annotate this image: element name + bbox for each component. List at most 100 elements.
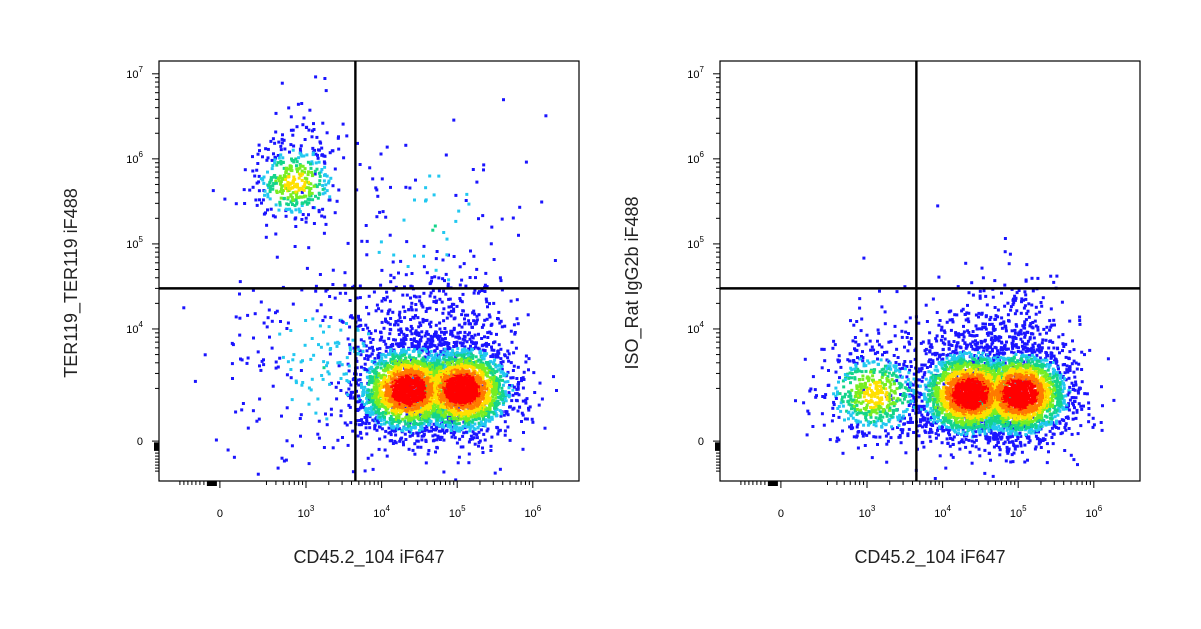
event-dot bbox=[473, 422, 477, 426]
event-dot bbox=[474, 355, 478, 359]
event-dot bbox=[408, 434, 412, 438]
event-dot bbox=[484, 271, 488, 275]
event-dot bbox=[451, 353, 454, 357]
event-dot bbox=[400, 348, 404, 352]
event-dot bbox=[290, 159, 294, 163]
event-dot bbox=[389, 401, 393, 405]
event-dot bbox=[281, 184, 285, 188]
event-dot bbox=[411, 432, 415, 436]
event-dot bbox=[252, 336, 255, 340]
event-dot bbox=[414, 178, 417, 182]
event-dot bbox=[321, 192, 325, 196]
event-dot bbox=[499, 414, 503, 418]
event-dot bbox=[379, 331, 383, 335]
event-dot bbox=[506, 413, 510, 417]
event-dot bbox=[385, 295, 389, 299]
event-dot bbox=[433, 362, 437, 366]
event-dot bbox=[294, 157, 298, 161]
event-dot bbox=[368, 426, 372, 430]
event-dot bbox=[343, 421, 347, 425]
event-dot bbox=[420, 330, 424, 334]
event-dot bbox=[404, 351, 408, 355]
event-dot bbox=[268, 197, 272, 201]
event-dot bbox=[446, 284, 450, 288]
event-dot bbox=[483, 412, 487, 416]
event-dot bbox=[456, 380, 460, 384]
event-dot bbox=[405, 365, 409, 369]
event-dot bbox=[382, 339, 386, 343]
event-dot bbox=[307, 462, 311, 466]
event-dot bbox=[298, 147, 302, 151]
event-dot bbox=[302, 154, 306, 158]
event-dot bbox=[481, 446, 484, 450]
event-dot bbox=[498, 396, 502, 400]
event-dot bbox=[301, 381, 305, 384]
event-dot bbox=[481, 377, 485, 381]
event-dot bbox=[383, 298, 387, 302]
event-dot bbox=[452, 307, 456, 311]
event-dot bbox=[381, 414, 385, 418]
event-dot bbox=[413, 452, 417, 456]
event-dot bbox=[248, 188, 252, 192]
event-dot bbox=[411, 448, 415, 452]
event-dot bbox=[338, 360, 342, 364]
event-dot bbox=[477, 290, 481, 294]
event-dot bbox=[279, 162, 283, 166]
event-dot bbox=[480, 388, 483, 392]
event-dot bbox=[378, 210, 382, 214]
event-dot bbox=[508, 384, 512, 387]
event-dot bbox=[483, 343, 487, 347]
event-dot bbox=[452, 433, 456, 437]
event-dot bbox=[360, 402, 364, 405]
event-dot bbox=[323, 77, 327, 80]
event-dot bbox=[443, 420, 446, 424]
event-dot bbox=[337, 147, 341, 151]
event-dot bbox=[317, 182, 321, 186]
event-dot bbox=[460, 325, 464, 329]
event-dot bbox=[456, 374, 460, 378]
event-dot bbox=[451, 378, 455, 382]
event-dot bbox=[472, 436, 476, 440]
event-dot bbox=[435, 250, 439, 253]
event-dot bbox=[384, 349, 388, 353]
event-dot bbox=[328, 295, 332, 298]
event-dot bbox=[443, 404, 447, 408]
event-dot bbox=[487, 367, 491, 371]
event-dot bbox=[451, 396, 455, 400]
event-dot bbox=[333, 296, 337, 300]
event-dot bbox=[410, 308, 414, 312]
event-dot bbox=[243, 168, 247, 172]
event-dot bbox=[460, 363, 464, 366]
event-dot bbox=[442, 307, 446, 311]
event-dot bbox=[399, 327, 403, 331]
event-dot bbox=[450, 375, 453, 378]
event-dot bbox=[459, 416, 463, 420]
event-dot bbox=[497, 392, 501, 396]
event-dot bbox=[503, 393, 507, 396]
event-dot bbox=[403, 408, 407, 412]
event-dot bbox=[471, 354, 475, 358]
event-dot bbox=[467, 347, 471, 351]
event-dot bbox=[485, 401, 489, 405]
event-dot bbox=[271, 187, 275, 191]
event-dot bbox=[293, 204, 297, 208]
event-dot bbox=[351, 390, 354, 394]
event-dot bbox=[346, 443, 350, 447]
event-dot bbox=[295, 182, 299, 186]
event-dot bbox=[366, 357, 370, 361]
event-dot bbox=[449, 425, 453, 429]
event-dot bbox=[449, 373, 453, 377]
event-dot bbox=[532, 371, 536, 375]
event-dot bbox=[418, 422, 422, 426]
event-dot bbox=[281, 133, 284, 137]
event-dot bbox=[266, 208, 269, 212]
event-dot bbox=[446, 415, 450, 419]
event-dot bbox=[437, 373, 441, 377]
event-dot bbox=[418, 408, 422, 412]
event-dot bbox=[503, 324, 507, 328]
event-dot bbox=[428, 322, 431, 326]
event-dot bbox=[337, 381, 340, 385]
event-dot bbox=[359, 353, 363, 357]
event-dot bbox=[454, 369, 458, 373]
event-dot bbox=[499, 362, 503, 366]
